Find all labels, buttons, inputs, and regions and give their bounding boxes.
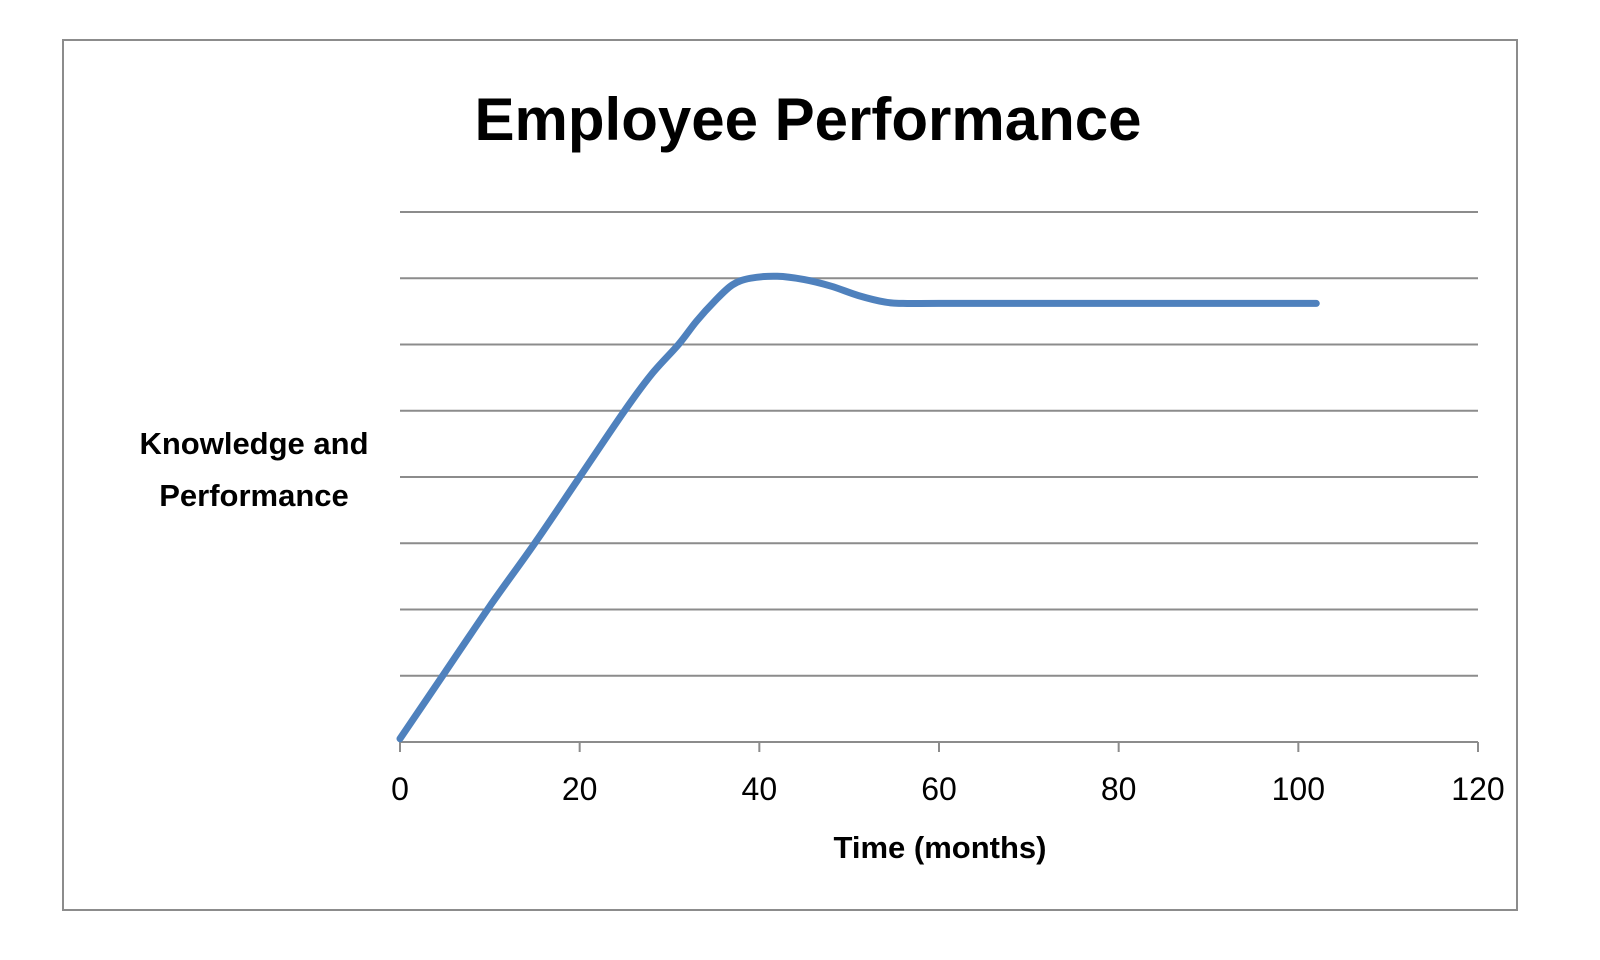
x-tick-label: 0	[391, 771, 409, 807]
y-axis-label-line: Performance	[159, 478, 349, 513]
gridlines	[400, 211, 1478, 677]
y-axis-label: Knowledge and Performance	[139, 426, 368, 513]
chart-frame	[62, 39, 1518, 911]
series-lines	[396, 272, 1320, 743]
x-tick-label: 20	[562, 771, 598, 807]
series-line	[396, 272, 1320, 743]
x-tick-label: 60	[921, 771, 957, 807]
chart-title: Employee Performance	[475, 86, 1142, 153]
x-tick-label: 100	[1272, 771, 1325, 807]
x-tick-label: 40	[742, 771, 778, 807]
x-axis	[399, 741, 1479, 752]
x-tick-label: 80	[1101, 771, 1137, 807]
x-tick-labels: 0 20 40 60 80 100 120	[391, 771, 1505, 807]
x-tick-label: 120	[1451, 771, 1504, 807]
x-axis-label: Time (months)	[834, 830, 1047, 865]
y-axis-label-line: Knowledge and	[139, 426, 368, 461]
